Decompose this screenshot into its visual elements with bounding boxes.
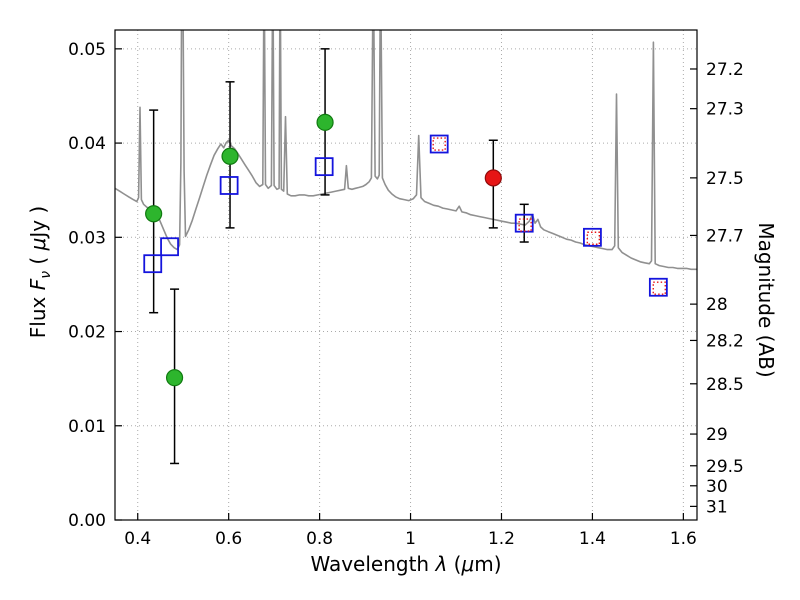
- error-bars: [149, 48, 529, 465]
- x-axis-label: Wavelength λ (μm): [115, 552, 697, 576]
- magnitude-label-text: Magnitude (AB): [754, 222, 778, 378]
- x-tick-label: 1.4: [579, 529, 606, 549]
- magnitude-tick-label: 28.5: [706, 375, 744, 395]
- grid: [115, 30, 697, 521]
- red-circle-photometry: [484, 169, 502, 187]
- x-tick-label: 0.4: [124, 529, 151, 549]
- flux-mu-symbol: μ: [26, 237, 50, 251]
- flux-nu-subscript: ν: [38, 270, 54, 279]
- blue-square-photometry-marker: [648, 277, 668, 297]
- magnitude-tick-label: 29: [706, 425, 728, 445]
- flux-F-symbol: F: [26, 278, 50, 291]
- red-circle-photometry-marker: [484, 169, 502, 187]
- blue-square-photometry-marker: [219, 176, 239, 195]
- blue-square-photometry-marker: [314, 157, 334, 177]
- magnitude-tick-label: 28.2: [706, 331, 744, 351]
- magnitude-tick-label: 30: [706, 477, 728, 497]
- red-square-photometry-marker: [586, 231, 601, 245]
- green-circle-photometry: [145, 113, 334, 387]
- red-square-photometry-marker: [432, 137, 446, 151]
- y-tick-label: 0.04: [68, 134, 106, 154]
- magnitude-tick-label: 27.2: [706, 60, 744, 80]
- magnitude-tick-label: 27.5: [706, 169, 744, 189]
- plot-frame: [114, 29, 698, 521]
- y-axis-label-right: Magnitude (AB): [754, 222, 778, 377]
- x-axis-mu-symbol: μ: [461, 552, 475, 576]
- red-square-photometry: [432, 137, 666, 295]
- green-circle-photometry-marker: [145, 205, 163, 223]
- magnitude-tick-label: 27.7: [706, 226, 744, 246]
- x-axis-label-text: Wavelength: [310, 552, 436, 576]
- axis-ticks: [115, 48, 697, 521]
- green-circle-photometry-marker: [316, 113, 334, 131]
- axis-tick-labels: 0.4 0.6 0.8 1 1.2 1.4 1.6 0.00 0.01 0.02 0.03 0.04 0…: [68, 40, 744, 549]
- magnitude-tick-label: 28: [706, 295, 728, 315]
- blue-square-photometry-marker: [429, 134, 449, 154]
- flux-label-text: Flux: [26, 290, 50, 339]
- y-tick-label: 0.05: [68, 40, 106, 60]
- red-square-photometry-marker: [652, 281, 666, 295]
- model-spectrum-line: [115, 30, 697, 271]
- blue-square-photometry: [143, 134, 668, 297]
- x-tick-label: 1: [405, 529, 416, 549]
- green-circle-photometry-marker: [221, 147, 239, 165]
- magnitude-tick-label: 27.3: [706, 100, 744, 120]
- blue-square-photometry-marker: [143, 254, 163, 274]
- blue-square-photometry-marker: [583, 227, 602, 247]
- y-axis-label-left: Flux Fν ( μJy ): [26, 206, 54, 338]
- x-axis-lambda-symbol: λ: [435, 552, 448, 576]
- x-axis-unit-open: (: [447, 552, 462, 576]
- red-square-photometry-marker: [518, 218, 532, 232]
- x-axis-unit-close: m): [474, 552, 502, 576]
- flux-unit-open: (: [26, 250, 50, 271]
- y-tick-label: 0.03: [68, 228, 106, 248]
- green-circle-photometry-marker: [165, 369, 184, 387]
- flux-unit-close: Jy ): [26, 205, 50, 238]
- y-tick-label: 0.02: [68, 323, 106, 343]
- x-tick-label: 0.8: [306, 529, 333, 549]
- x-tick-label: 1.2: [488, 529, 515, 549]
- x-tick-label: 0.6: [215, 529, 242, 549]
- blue-square-photometry-marker: [160, 237, 179, 257]
- magnitude-tick-label: 31: [706, 497, 728, 517]
- y-tick-label: 0.01: [68, 417, 106, 437]
- magnitude-tick-label: 29.5: [706, 457, 744, 477]
- y-tick-label: 0.00: [68, 511, 106, 531]
- x-tick-label: 1.6: [670, 529, 697, 549]
